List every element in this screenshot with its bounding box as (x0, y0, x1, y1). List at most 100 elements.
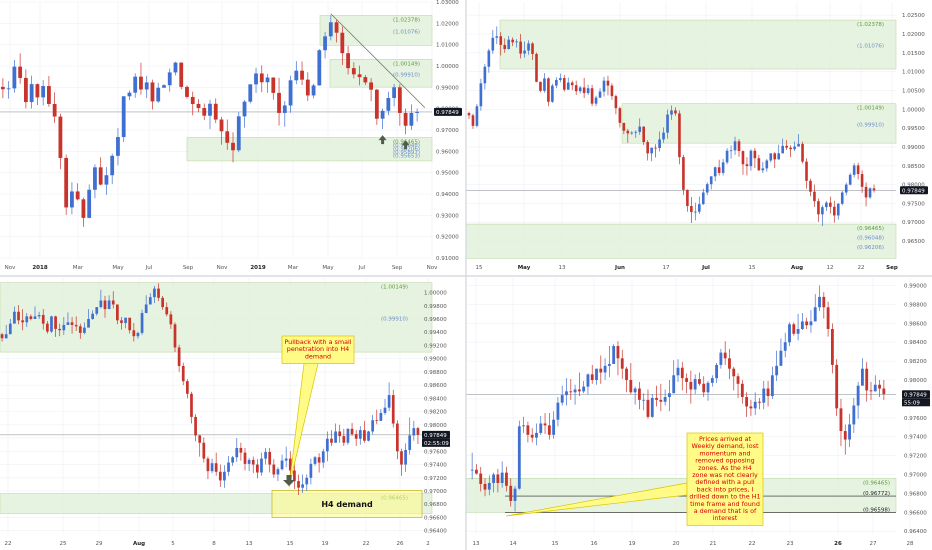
candle-body (475, 469, 478, 474)
candle-body (570, 82, 574, 86)
candle-body (777, 153, 781, 160)
candle-body (797, 143, 800, 147)
price-axis-tick: 0.98400 (904, 340, 927, 346)
price-axis-tick: 0.96600 (904, 510, 927, 516)
zone-supply (0, 282, 433, 353)
candle-body (697, 204, 701, 212)
candle-body (868, 188, 872, 198)
candle-body (637, 388, 641, 400)
time-axis-tick: May (112, 265, 124, 271)
candle-body (0, 86, 5, 90)
time-axis-tick: Mar (288, 265, 299, 271)
candle-body (610, 85, 614, 97)
candle-body (227, 462, 230, 472)
candle-body (29, 316, 33, 320)
price-axis-tick: 1.03000 (436, 0, 459, 6)
candle-body (873, 384, 877, 392)
candle-body (139, 76, 143, 90)
candle-body (766, 388, 770, 397)
annotation-text: interest (713, 514, 738, 522)
candle-body (560, 395, 564, 403)
candle-body (573, 389, 577, 393)
candle-body (825, 202, 828, 208)
candle-body (70, 322, 74, 325)
candle-body (120, 320, 123, 323)
candle-body (715, 364, 719, 379)
zone-level-label: (1.01076) (857, 44, 884, 50)
candle-body (350, 428, 354, 435)
time-axis-tick: 17 (663, 265, 670, 271)
candle-body (565, 391, 568, 396)
candle-body (753, 150, 757, 159)
candle-body (17, 311, 20, 321)
candle-body (741, 151, 745, 165)
time-axis-tick: 2019 (250, 265, 265, 271)
candle-body (37, 315, 41, 317)
zone-level-label: (0.96465) (863, 480, 890, 486)
candle-body (559, 78, 562, 80)
h4-chart-panel[interactable]: (1.00149)(0.99910)(0.96465)H4 demand1.00… (0, 278, 450, 547)
candle-body (305, 79, 310, 96)
h1-chart-panel[interactable]: (0.96465) (0.96772) (0.96598) 0.99000 0.9880… (465, 278, 930, 547)
candle-body (8, 323, 12, 335)
candle-body (721, 162, 725, 173)
candle-body (190, 393, 193, 417)
candle-body (694, 211, 697, 213)
candle-body (844, 184, 848, 193)
candle-body (404, 449, 407, 465)
candle-body (666, 114, 669, 133)
candle-body (543, 78, 546, 91)
time-axis-tick: 26 (397, 541, 404, 547)
time-axis-tick: 22 (5, 541, 12, 547)
candle-body (173, 324, 177, 348)
candle-body (606, 80, 610, 86)
price-axis-tick: 0.97000 (904, 472, 927, 478)
candle-body (4, 334, 8, 339)
time-axis-tick: 29 (96, 541, 103, 547)
candle-body (369, 82, 373, 90)
price-axis-tick: 0.99500 (902, 126, 925, 132)
candle-body (547, 425, 551, 435)
candle-body (781, 145, 784, 154)
candle-body (247, 459, 251, 464)
price-axis-tick: 1.01500 (902, 51, 925, 57)
candle-body (728, 358, 731, 369)
candle-body (556, 402, 560, 420)
candle-body (148, 297, 152, 305)
candle-body (757, 158, 761, 171)
candle-body (603, 365, 607, 373)
candle-body (517, 426, 521, 489)
candle-body (202, 442, 206, 459)
candle-body (351, 68, 356, 75)
price-axis-tick: 0.98200 (424, 410, 447, 416)
candle-body (765, 160, 769, 169)
daily-chart-panel[interactable]: (1.02378) (1.01076) (1.00149) (0.99910) (0.9… (465, 2, 928, 271)
candle-body (800, 321, 804, 330)
candle-body (519, 41, 522, 54)
candle-body (379, 412, 383, 421)
up-arrow-icon (283, 475, 295, 486)
price-axis-tick: 0.99000 (904, 284, 927, 290)
time-axis-tick: 22 (858, 265, 865, 271)
candle-body (634, 131, 638, 133)
weekly-chart-panel[interactable]: (1.02378) (1.01076) (1.00149) (0.99910) (0.9… (0, 0, 462, 271)
candle-body (214, 463, 218, 472)
candle-body (342, 436, 346, 443)
trendline (330, 13, 426, 108)
price-axis-tick: 1.02500 (902, 13, 925, 19)
candle-body (219, 119, 224, 132)
candle-body (805, 161, 808, 181)
candle-body (194, 416, 197, 436)
candle-body (115, 304, 119, 321)
candle-body (555, 79, 558, 86)
candle-body (729, 150, 733, 152)
time-axis-tick: 22 (749, 541, 756, 547)
candle-body (852, 165, 856, 175)
candle-body (12, 66, 17, 89)
candle-body (745, 397, 749, 407)
candle-body (93, 167, 97, 190)
candle-body (626, 130, 630, 134)
candle-body (856, 165, 860, 175)
candle-body (685, 378, 688, 382)
candle-body (328, 22, 333, 37)
